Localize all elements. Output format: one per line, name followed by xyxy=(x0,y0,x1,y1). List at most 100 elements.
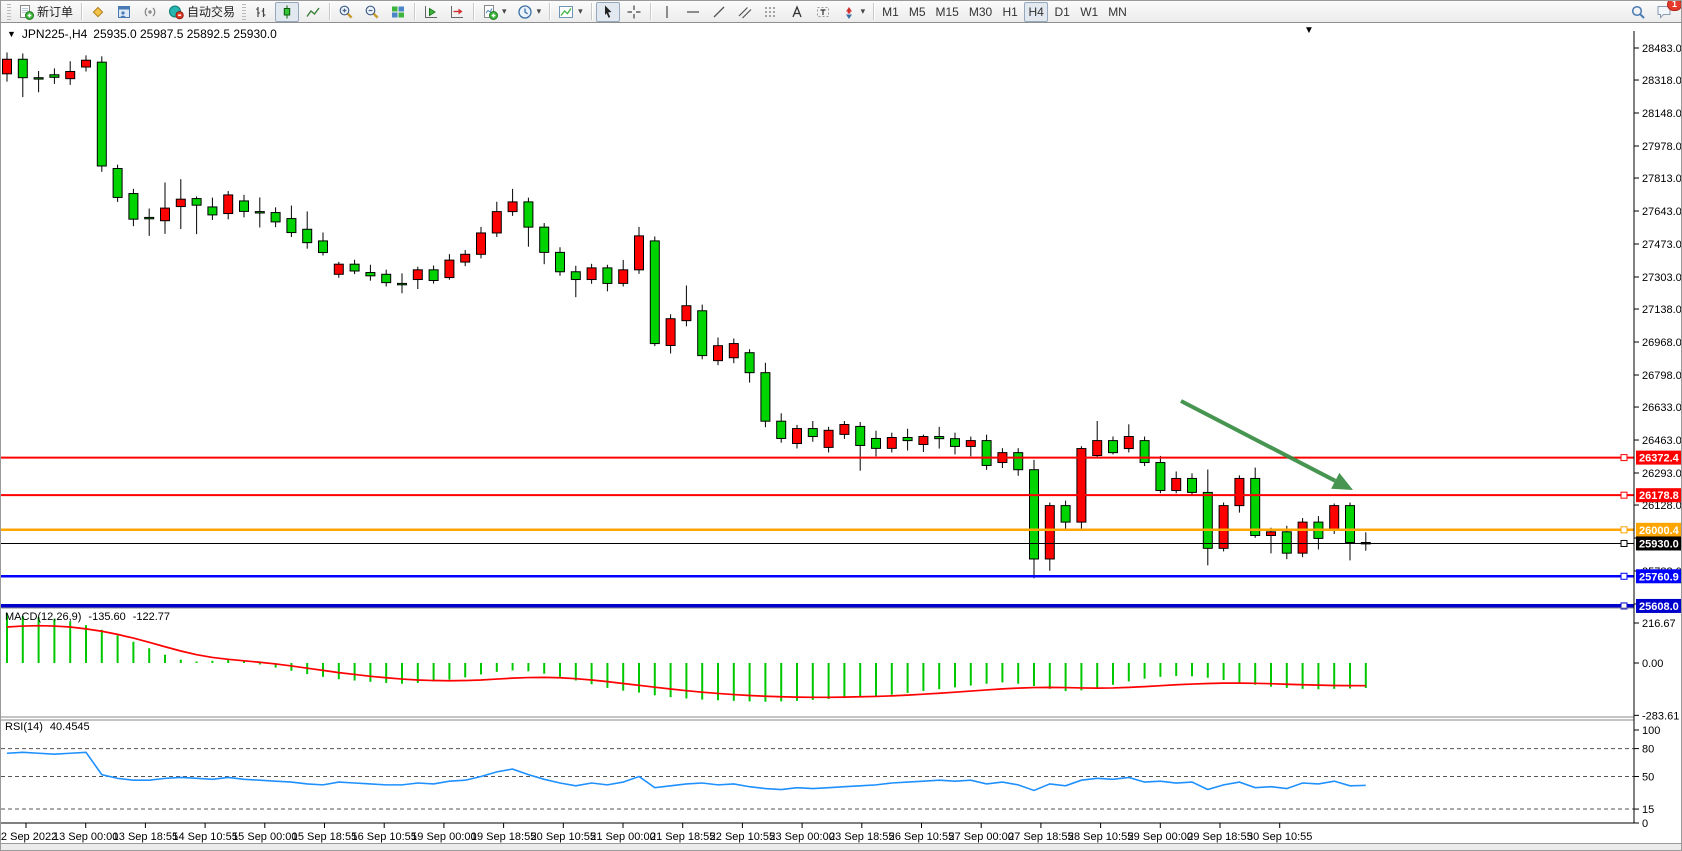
bar-chart-button[interactable] xyxy=(249,2,273,22)
candle-body xyxy=(1297,521,1308,554)
candle-body xyxy=(254,211,265,214)
time-axis-label: 29 Sep 18:55 xyxy=(1187,831,1252,843)
toolbar-grip xyxy=(7,3,11,20)
timeframe-button-h4[interactable]: H4 xyxy=(1024,1,1049,22)
candle-body xyxy=(175,198,186,208)
trendline-tool-button[interactable] xyxy=(707,2,731,22)
time-axis-label: 22 Sep 10:55 xyxy=(710,831,775,843)
auto-trading-icon xyxy=(168,4,184,20)
separator xyxy=(590,3,592,20)
search-button[interactable] xyxy=(1626,2,1650,22)
text-label-tool-button[interactable] xyxy=(811,2,835,22)
chart-ohlc-values: 25935.0 25987.5 25892.5 25930.0 xyxy=(93,27,277,41)
candle-body xyxy=(2,58,12,75)
time-axis-label: 14 Sep 10:55 xyxy=(172,831,237,843)
channel-icon xyxy=(737,4,753,20)
candle-body xyxy=(507,201,518,213)
price-tick-label: 28483.0 xyxy=(1642,43,1682,55)
macd-tick-label: 0.00 xyxy=(1642,658,1663,670)
market-watch-button[interactable] xyxy=(86,2,110,22)
separator xyxy=(81,3,83,20)
horizontal-line-tool-button[interactable] xyxy=(681,2,705,22)
price-line-badge-label: 26372.4 xyxy=(1639,453,1680,465)
candlestick-chart-button[interactable] xyxy=(275,1,300,22)
periods-button[interactable]: ▾ xyxy=(513,2,546,22)
text-label-icon xyxy=(815,4,831,20)
timeframe-group: M1 M5 M15 M30 H1 H4 D1 W1 MN xyxy=(877,1,1132,22)
separator xyxy=(549,3,551,20)
auto-scroll-button[interactable] xyxy=(419,2,443,22)
clock-icon xyxy=(517,4,533,20)
candle-body xyxy=(807,428,818,438)
time-axis-label: 29 Sep 00:00 xyxy=(1128,831,1193,843)
zoom-in-button[interactable] xyxy=(334,2,358,22)
candle-body xyxy=(776,420,787,439)
candle-body xyxy=(1060,505,1071,523)
equidistant-channel-tool-button[interactable] xyxy=(733,2,757,22)
candle-body xyxy=(239,200,249,212)
cursor-icon xyxy=(600,4,616,20)
line-handle xyxy=(1620,491,1628,499)
timeframe-button-w1[interactable]: W1 xyxy=(1076,2,1102,22)
text-tool-button[interactable] xyxy=(785,2,809,22)
separator xyxy=(329,3,331,20)
indicators-button[interactable]: ▾ xyxy=(554,2,587,22)
candle-body xyxy=(65,70,76,80)
new-chart-button[interactable]: ▾ xyxy=(478,2,511,22)
line-handle xyxy=(1620,602,1628,610)
crosshair-button[interactable] xyxy=(622,2,646,22)
price-line-badge xyxy=(1636,569,1681,584)
rsi-line xyxy=(6,751,1366,792)
candle-body xyxy=(318,240,328,254)
candle-body xyxy=(555,251,565,273)
chart-symbol-period: JPN225-,H4 xyxy=(21,27,88,41)
indicators-icon xyxy=(558,4,574,20)
chart-shift-button[interactable] xyxy=(445,2,469,22)
candle-body xyxy=(96,61,107,167)
line-chart-button[interactable] xyxy=(301,2,325,22)
time-axis-label: 19 Sep 18:55 xyxy=(471,831,536,843)
timeframe-button-m5[interactable]: M5 xyxy=(905,2,930,22)
candle-body xyxy=(649,240,660,345)
zoom-out-button[interactable] xyxy=(360,2,384,22)
rsi-indicator-label: RSI(14) 40.4545 xyxy=(5,721,90,733)
time-axis-label: 16 Sep 10:55 xyxy=(351,831,416,843)
data-window-button[interactable] xyxy=(112,2,136,22)
candle-body xyxy=(349,263,360,272)
zoom-in-icon xyxy=(338,4,354,20)
timeframe-button-m1[interactable]: M1 xyxy=(878,2,903,22)
macd-tick-label: -283.61 xyxy=(1642,710,1679,722)
candle-body xyxy=(618,269,629,284)
timeframe-button-h1[interactable]: H1 xyxy=(998,2,1022,22)
candle-body xyxy=(1171,477,1182,491)
rsi-tick-label: 100 xyxy=(1642,725,1660,737)
macd-tick-label: 216.67 xyxy=(1642,618,1676,630)
timeframe-button-d1[interactable]: D1 xyxy=(1050,2,1074,22)
candlestick-icon xyxy=(279,4,295,20)
cursor-button[interactable] xyxy=(595,1,620,22)
timeframe-button-mn[interactable]: MN xyxy=(1104,2,1131,22)
price-chart-canvas[interactable]: 28483.0 28318.0 28148.0 27978.0 27813.0 27643… xyxy=(1,23,1682,851)
candle-body xyxy=(428,269,439,281)
time-axis-label: 27 Sep 18:55 xyxy=(1008,831,1073,843)
timeframe-button-m30[interactable]: M30 xyxy=(965,2,996,22)
candle-body xyxy=(1266,531,1276,537)
tile-windows-icon xyxy=(390,4,406,20)
timeframe-button-m15[interactable]: M15 xyxy=(932,2,963,22)
price-line-badge-label: 25760.9 xyxy=(1639,571,1679,583)
price-tick-label: 26968.0 xyxy=(1642,337,1682,349)
signals-button[interactable] xyxy=(138,2,162,22)
new-order-button[interactable]: 新订单 xyxy=(14,2,77,22)
candle-body xyxy=(792,428,802,445)
auto-trading-button[interactable]: 自动交易 xyxy=(164,2,239,22)
price-tick-label: 27303.0 xyxy=(1642,272,1682,284)
candle-body xyxy=(602,267,613,284)
vertical-line-tool-button[interactable] xyxy=(655,2,679,22)
tile-windows-button[interactable] xyxy=(386,2,410,22)
fibonacci-tool-button[interactable] xyxy=(759,2,783,22)
chart-menu-arrow-icon[interactable]: ▼ xyxy=(1304,25,1314,36)
candle-body xyxy=(1187,477,1197,493)
rsi-tick-label: 0 xyxy=(1642,818,1648,830)
chart-expander-icon[interactable]: ▼ xyxy=(7,29,16,39)
arrows-tool-button[interactable]: ▾ xyxy=(837,2,870,22)
